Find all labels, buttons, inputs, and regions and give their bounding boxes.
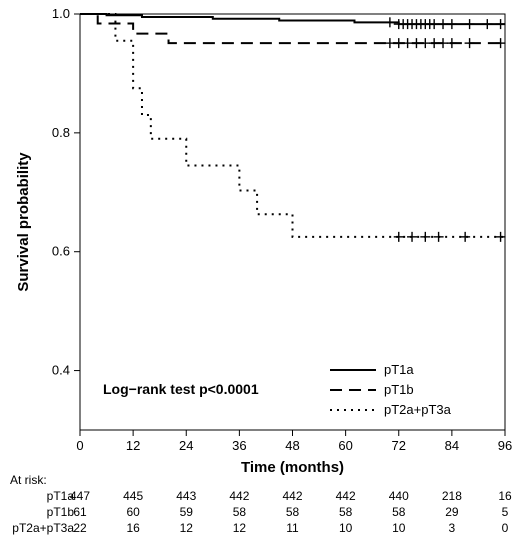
risk-value: 10 [392,521,406,535]
risk-value: 10 [339,521,353,535]
risk-value: 442 [336,489,356,503]
risk-row-label: pT1b [47,505,75,519]
risk-value: 447 [70,489,90,503]
risk-value: 58 [339,505,353,519]
risk-value: 218 [442,489,462,503]
xtick-label: 72 [392,438,406,453]
risk-value: 442 [282,489,302,503]
xtick-label: 60 [338,438,352,453]
risk-value: 58 [233,505,247,519]
risk-value: 16 [498,489,512,503]
series-pT1b [80,14,505,43]
x-axis-label: Time (months) [241,459,344,476]
risk-value: 59 [180,505,194,519]
risk-value: 445 [123,489,143,503]
km-chart-container: 0.4 0.6 0.8 1.0 0 12 24 36 48 60 72 84 96 Time (month… [0,0,519,544]
ytick-label: 0.6 [52,244,70,259]
risk-value: 440 [389,489,409,503]
risk-value: 0 [502,521,509,535]
series-pT1a [80,14,505,24]
ytick-label: 0.8 [52,125,70,140]
risk-value: 3 [449,521,456,535]
xtick-label: 0 [76,438,83,453]
risk-row-label: pT2a+pT3a [12,521,74,535]
y-axis-label: Survival probability [15,152,32,292]
risk-value: 12 [233,521,247,535]
risk-value: 58 [286,505,300,519]
xtick-label: 48 [285,438,299,453]
risk-header: At risk: [10,473,47,487]
risk-value: 60 [126,505,140,519]
risk-value: 61 [73,505,87,519]
xtick-label: 96 [498,438,512,453]
legend-label: pT1a [384,362,414,377]
series-pT2a+pT3a [80,14,505,237]
xtick-label: 84 [445,438,459,453]
legend-label: pT1b [384,382,414,397]
risk-value: 12 [180,521,194,535]
legend-label: pT2a+pT3a [384,402,452,417]
xtick-label: 36 [232,438,246,453]
xtick-label: 24 [179,438,193,453]
ytick-label: 1.0 [52,6,70,21]
km-chart-svg: 0.4 0.6 0.8 1.0 0 12 24 36 48 60 72 84 96 Time (month… [0,0,519,544]
risk-value: 443 [176,489,196,503]
risk-value: 442 [229,489,249,503]
risk-value: 29 [445,505,459,519]
risk-value: 11 [286,521,299,535]
logrank-annotation: Log−rank test p<0.0001 [103,381,259,397]
risk-value: 22 [73,521,87,535]
ytick-label: 0.4 [52,363,70,378]
risk-value: 16 [126,521,140,535]
risk-value: 5 [502,505,509,519]
risk-value: 58 [392,505,406,519]
xtick-label: 12 [126,438,140,453]
